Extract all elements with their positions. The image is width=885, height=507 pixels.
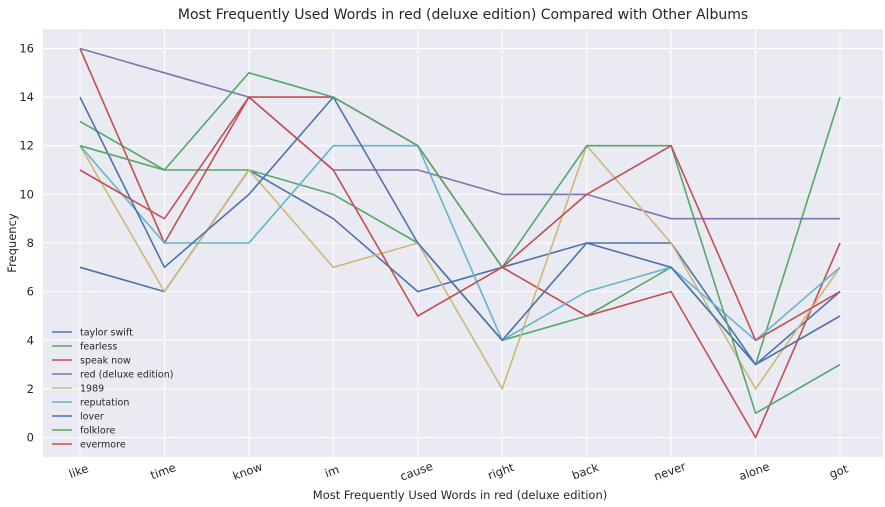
- x-tick-label: back: [570, 460, 601, 483]
- legend-label: reputation: [80, 398, 129, 409]
- series-line-red-deluxe-edition: [79, 47, 840, 220]
- x-tick-label: cause: [398, 459, 434, 484]
- y-tick-label: 14: [19, 90, 34, 104]
- x-axis-ticks: like time know im cause right back never alone go…: [67, 459, 850, 484]
- y-tick-label: 16: [19, 41, 34, 55]
- y-tick-label: 10: [19, 187, 34, 201]
- x-tick-label: know: [231, 459, 264, 483]
- x-tick-label: alone: [737, 459, 772, 483]
- x-tick-label: time: [148, 460, 177, 482]
- x-tick-label: right: [486, 460, 517, 483]
- series-line-folklore: [79, 72, 841, 415]
- legend: taylor swift fearless speak now red (deluxe…: [52, 328, 173, 451]
- series-line-evermore: [79, 96, 841, 342]
- legend-label: taylor swift: [80, 328, 133, 339]
- legend-label: 1989: [80, 384, 104, 395]
- legend-label: evermore: [80, 440, 126, 451]
- y-axis-ticks: 0 2 4 6 8 10 12 14 16: [19, 41, 34, 444]
- series-lines: [79, 47, 841, 439]
- legend-label: lover: [80, 412, 104, 423]
- x-axis-label: Most Frequently Used Words in red (delux…: [313, 488, 607, 502]
- y-tick-label: 2: [27, 382, 34, 396]
- chart-title: Most Frequently Used Words in red (delux…: [178, 7, 748, 23]
- y-tick-label: 8: [27, 236, 34, 250]
- legend-label: fearless: [80, 342, 117, 353]
- legend-label: folklore: [80, 426, 115, 437]
- y-tick-label: 6: [27, 285, 34, 299]
- x-tick-label: like: [67, 461, 90, 481]
- x-tick-label: got: [827, 461, 850, 481]
- x-tick-label: im: [323, 462, 341, 480]
- x-tick-label: never: [652, 459, 688, 484]
- y-tick-label: 4: [27, 333, 34, 347]
- y-axis-label: Frequency: [5, 213, 19, 273]
- legend-label: speak now: [80, 356, 131, 367]
- legend-label: red (deluxe edition): [80, 370, 173, 381]
- series-line-reputation: [79, 144, 841, 342]
- y-tick-label: 12: [19, 139, 34, 153]
- y-tick-label: 0: [27, 431, 34, 445]
